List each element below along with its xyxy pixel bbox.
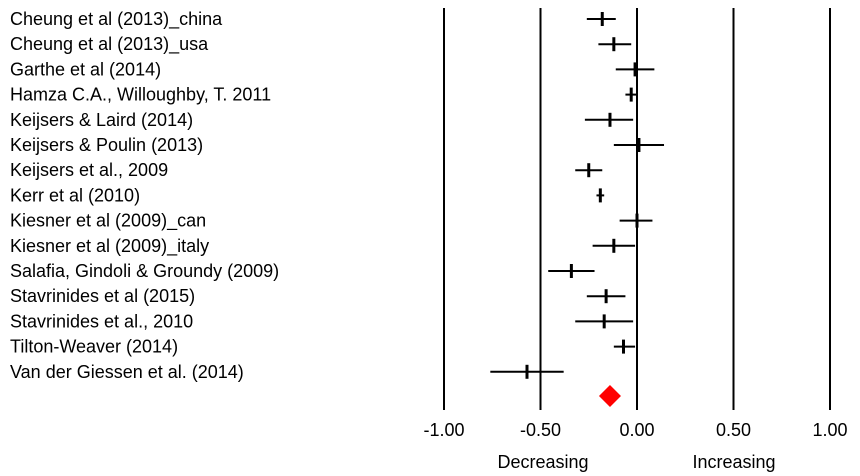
study-mark <box>548 264 595 278</box>
study-label: Van der Giessen et al. (2014) <box>10 362 244 382</box>
study-mark <box>575 163 603 178</box>
study-mark <box>592 238 636 253</box>
reference-lines <box>443 8 831 410</box>
x-tick-label: -1.00 <box>423 420 464 440</box>
summary-effect <box>598 385 621 407</box>
x-tick-label: -0.50 <box>520 420 561 440</box>
study-mark <box>586 289 626 304</box>
study-labels: Cheung et al (2013)_china Cheung et al (2… <box>10 9 279 382</box>
study-mark <box>490 364 564 379</box>
study-mark <box>584 112 634 127</box>
study-mark <box>575 314 634 329</box>
x-tick-label: 0.00 <box>619 420 654 440</box>
study-label: Kiesner et al (2009)_can <box>10 211 206 232</box>
study-mark <box>613 138 665 152</box>
study-label: Keijsers & Laird (2014) <box>10 110 193 130</box>
study-label: Garthe et al (2014) <box>10 59 161 79</box>
study-mark <box>625 87 637 102</box>
study-label: Kerr et al (2010) <box>10 185 140 205</box>
study-mark <box>615 62 655 77</box>
study-label: Keijsers & Poulin (2013) <box>10 135 203 155</box>
study-label: Cheung et al (2013)_usa <box>10 34 209 55</box>
x-axis-tick-labels: -1.00 -0.50 0.00 0.50 1.00 <box>423 420 847 440</box>
study-mark <box>613 339 636 354</box>
increasing-label: Increasing <box>692 452 775 472</box>
study-label: Salafia, Gindoli & Groundy (2009) <box>10 261 279 281</box>
study-label: Hamza C.A., Willoughby, T. 2011 <box>10 85 271 105</box>
study-label: Keijsers et al., 2009 <box>10 160 168 180</box>
x-tick-label: 1.00 <box>812 420 847 440</box>
study-mark <box>619 213 653 228</box>
x-tick-label: 0.50 <box>716 420 751 440</box>
study-label: Cheung et al (2013)_china <box>10 9 223 30</box>
study-label: Tilton-Weaver (2014) <box>10 337 178 357</box>
study-label: Kiesner et al (2009)_italy <box>10 236 209 257</box>
study-label: Stavrinides et al., 2010 <box>10 311 193 331</box>
study-mark <box>596 188 605 203</box>
study-label: Stavrinides et al (2015) <box>10 286 195 306</box>
decreasing-label: Decreasing <box>497 452 588 472</box>
study-mark <box>586 12 616 26</box>
summary-diamond <box>598 385 621 407</box>
study-marks <box>490 12 665 379</box>
study-mark <box>598 37 632 52</box>
